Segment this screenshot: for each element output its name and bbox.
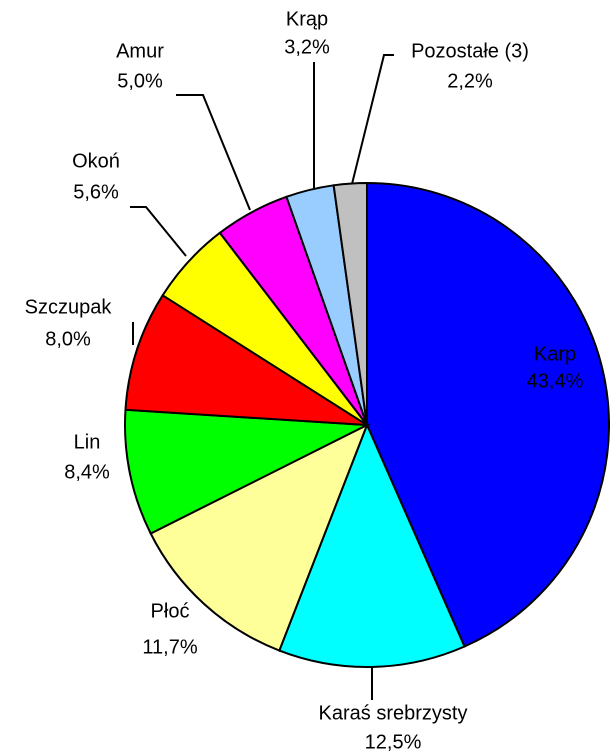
slice-label: Karaś srebrzysty xyxy=(319,702,468,724)
pie-slice xyxy=(366,181,610,648)
pie-slice xyxy=(278,422,466,668)
slice-label: Karp xyxy=(534,343,576,365)
slice-label: Płoć xyxy=(151,600,190,622)
slice-value-label: 5,0% xyxy=(117,70,163,92)
slice-value-label: 8,0% xyxy=(45,328,91,350)
leader-line xyxy=(351,54,394,185)
slice-label: Pozostałe (3) xyxy=(411,40,529,62)
slice-label: Szczupak xyxy=(25,296,113,318)
pie-slice xyxy=(332,181,368,426)
slice-value-label: 11,7% xyxy=(142,636,197,658)
slice-label: Okoń xyxy=(72,150,120,172)
slice-label: Lin xyxy=(74,431,101,453)
slice-value-label: 2,2% xyxy=(447,70,493,92)
pie-slice xyxy=(149,422,369,652)
pie-slice xyxy=(124,293,368,426)
slice-label: Krąp xyxy=(286,8,328,30)
pie-slice xyxy=(124,408,371,535)
slice-value-label: 12,5% xyxy=(365,731,422,753)
leader-line xyxy=(176,94,251,211)
slice-value-label: 5,6% xyxy=(73,181,119,203)
slice-value-label: 43,4% xyxy=(527,370,584,392)
slice-label: Amur xyxy=(116,40,164,62)
slice-value-label: 3,2% xyxy=(284,36,330,58)
leader-line xyxy=(130,206,187,257)
slice-value-label: 8,4% xyxy=(64,461,110,483)
